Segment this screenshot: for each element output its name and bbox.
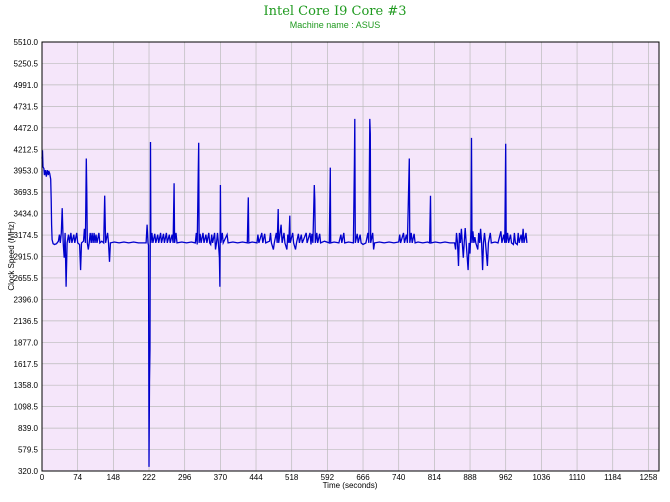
y-tick-label: 2136.5 — [14, 317, 39, 326]
y-tick-label: 3953.0 — [14, 167, 39, 176]
y-tick-label: 1098.5 — [14, 403, 39, 412]
chart-title: Intel Core I9 Core #3 — [263, 4, 407, 19]
y-tick-label: 5250.5 — [14, 59, 39, 68]
chart-subtitle: Machine name : ASUS — [289, 20, 381, 30]
y-tick-label: 4731.5 — [14, 102, 39, 111]
x-tick-label: 444 — [249, 473, 263, 482]
x-tick-label: 1184 — [604, 473, 622, 482]
x-tick-label: 1036 — [532, 473, 550, 482]
y-tick-label: 1617.5 — [14, 360, 39, 369]
grid-lines — [41, 41, 659, 472]
y-tick-label: 2915.0 — [14, 253, 39, 262]
x-tick-label: 1258 — [639, 473, 657, 482]
y-tick-label: 3174.5 — [14, 231, 39, 240]
y-tick-label: 2396.0 — [14, 295, 39, 304]
y-axis-ticks: 320.0 579.5 839.0 1098.5 1358.0 1617.5 1877.0 2… — [14, 38, 39, 476]
x-tick-label: 518 — [285, 473, 299, 482]
x-tick-label: 740 — [392, 473, 406, 482]
x-tick-label: 370 — [214, 473, 228, 482]
y-tick-label: 1358.0 — [14, 381, 39, 390]
y-tick-label: 3693.5 — [14, 188, 39, 197]
y-tick-label: 1877.0 — [14, 338, 39, 347]
y-tick-label: 4212.5 — [14, 145, 39, 154]
y-tick-label: 4991.0 — [14, 81, 39, 90]
x-tick-label: 666 — [356, 473, 370, 482]
x-tick-label: 1110 — [569, 473, 586, 482]
y-tick-label: 4472.0 — [14, 124, 39, 133]
x-tick-label: 888 — [463, 473, 477, 482]
x-tick-label: 296 — [178, 473, 192, 482]
y-tick-label: 579.5 — [18, 446, 39, 455]
x-tick-label: 222 — [142, 473, 156, 482]
y-tick-label: 3434.0 — [14, 210, 39, 219]
x-tick-label: 74 — [73, 473, 82, 482]
x-tick-label: 148 — [107, 473, 121, 482]
x-tick-label: 0 — [40, 473, 45, 482]
x-tick-label: 592 — [321, 473, 335, 482]
x-tick-label: 962 — [499, 473, 513, 482]
x-axis-label: Time (seconds) — [323, 481, 378, 490]
y-tick-label: 320.0 — [18, 467, 39, 476]
y-tick-label: 2655.5 — [14, 274, 39, 283]
plot-frame — [41, 41, 660, 472]
clock-speed-line — [41, 118, 528, 467]
x-axis-ticks: 0 74 148 222 296 370 444 518 592 666 740 814 888 962 1… — [40, 473, 658, 482]
y-tick-label: 839.0 — [18, 424, 39, 433]
y-axis-label: Clock Speed (MHz) — [7, 221, 16, 291]
y-tick-label: 5510.0 — [14, 38, 39, 47]
x-tick-label: 814 — [428, 473, 442, 482]
